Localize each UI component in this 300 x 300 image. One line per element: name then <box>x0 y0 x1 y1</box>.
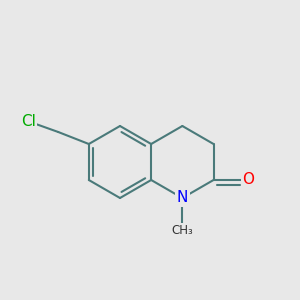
Text: Cl: Cl <box>21 115 36 130</box>
Text: O: O <box>242 172 254 188</box>
Text: N: N <box>177 190 188 206</box>
Text: CH₃: CH₃ <box>172 224 193 236</box>
